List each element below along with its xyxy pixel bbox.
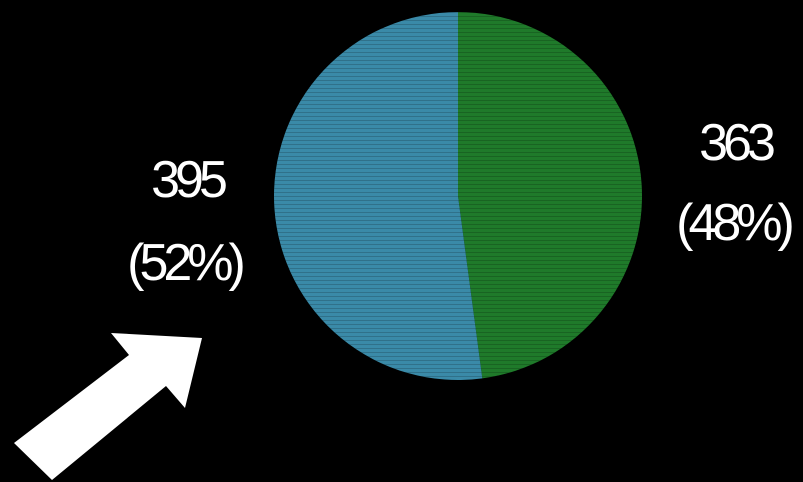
- slice-2-percent-label: (52%): [127, 234, 243, 292]
- slice-2-value-label: 395: [151, 151, 226, 209]
- pie-slice-1-texture: [458, 12, 642, 379]
- pie-slice-2-texture: [274, 12, 483, 380]
- slice-1-value-label: 363: [699, 114, 774, 172]
- annotation-arrow: [14, 333, 202, 480]
- slice-1-percent-label: (48%): [676, 194, 792, 252]
